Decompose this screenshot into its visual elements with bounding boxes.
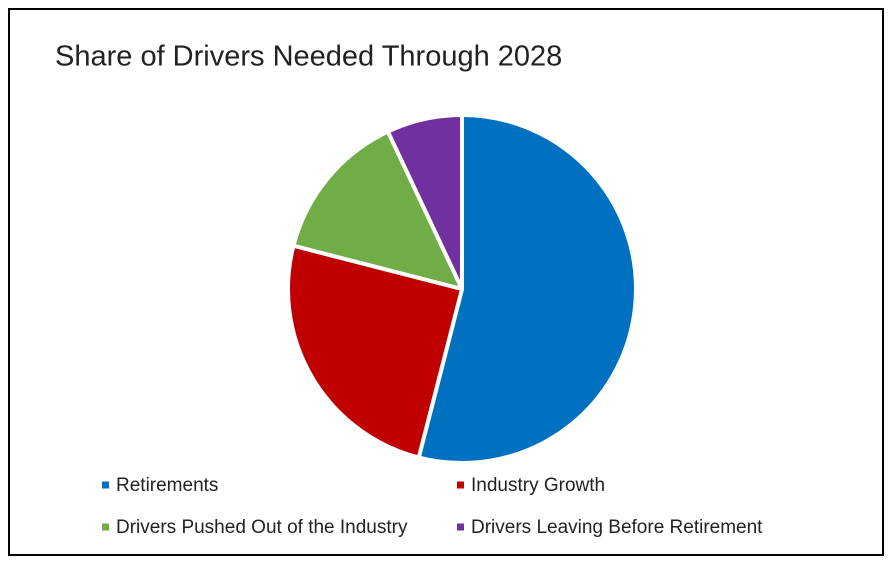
pie-slice (416, 113, 639, 465)
chart-title: Share of Drivers Needed Through 2028 (55, 41, 562, 73)
legend-label: Drivers Pushed Out of the Industry (116, 517, 408, 538)
legend-swatch (102, 481, 109, 489)
legend-label: Retirements (116, 475, 218, 496)
pie-slice (385, 113, 464, 291)
legend-swatch (457, 481, 464, 489)
legend-swatch (457, 523, 464, 531)
legend-label: Drivers Leaving Before Retirement (471, 517, 763, 538)
pie-slice (291, 129, 464, 291)
legend-swatch (102, 523, 109, 531)
pie-slice (286, 243, 464, 460)
legend-label: Industry Growth (471, 475, 605, 496)
